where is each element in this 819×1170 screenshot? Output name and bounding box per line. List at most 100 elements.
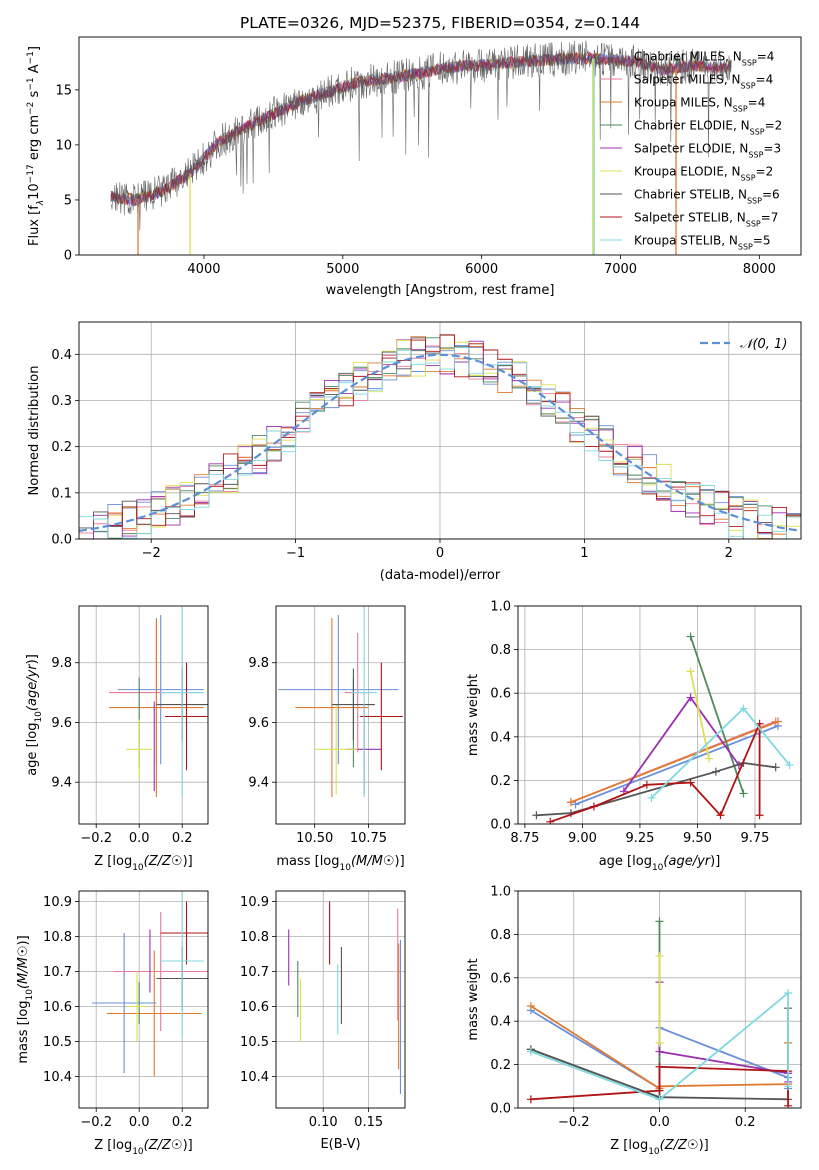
tick-label-x: −0.2	[80, 1115, 112, 1130]
tick-label-y: 0.4	[51, 348, 72, 363]
tick-label-x: 0.0	[129, 1115, 150, 1130]
legend-label: Salpeter STELIB, NSSP=7	[634, 211, 778, 229]
weight-series	[571, 721, 782, 809]
tick-label-y: 9.8	[248, 656, 269, 671]
tick-label-y: 0.3	[51, 394, 72, 409]
weight-line	[689, 636, 745, 794]
tick-label-y: 9.4	[51, 776, 72, 791]
weight-marker	[655, 952, 664, 961]
data-point	[359, 662, 403, 771]
legend-label: Kroupa STELIB, NSSP=5	[634, 234, 771, 252]
legend: Chabrier MILES, NSSP=4 Salpeter MILES, NS…	[600, 50, 782, 252]
tick-label-x: 0.2	[172, 831, 193, 846]
axis-label-y: mass weight	[466, 674, 481, 756]
axis-label-y: Flux [fλ10−17 erg cm−2 s−1 A−1]	[26, 46, 46, 246]
axis-label-x: wavelength [Angstrom, rest frame]	[326, 283, 555, 298]
axes-frame	[78, 36, 802, 256]
tick-label-x: 10.75	[350, 831, 387, 846]
data-point	[160, 901, 208, 965]
tick-label-x: 1	[580, 546, 588, 561]
weight-marker	[526, 1095, 535, 1104]
legend: 𝒩(0, 1)	[700, 337, 787, 352]
weight-marker	[773, 717, 782, 726]
tick-label-y: 10.5	[240, 1035, 269, 1050]
panel-z_age: −0.2 0.0 0.2 9.4 9.6 9.8 Z [log10(Z/Z☉)] age [l…	[25, 605, 209, 873]
weight-marker	[642, 780, 651, 789]
weight-marker	[771, 763, 780, 772]
tick-label-y: 0	[64, 249, 72, 264]
data-point	[113, 912, 208, 1031]
weight-line	[530, 921, 661, 1099]
weight-marker	[655, 1095, 664, 1104]
axes-frame	[517, 605, 802, 825]
axis-label-y: mass weight	[466, 958, 481, 1040]
tick-label-y: 10	[55, 138, 72, 153]
weight-line	[623, 696, 740, 792]
plot-area	[288, 901, 402, 1094]
tick-label-y: 1.0	[490, 885, 511, 900]
axis-label-x: E(B-V)	[320, 1137, 360, 1152]
plot-area	[109, 606, 208, 798]
histogram-series	[79, 339, 801, 539]
panel-age_weight: 8.75 9.00 9.25 9.50 9.75 0.0 0.2 0.4 0.6 0.8 1.0 ag…	[466, 600, 802, 873]
data-point	[278, 614, 399, 765]
weight-series	[526, 988, 793, 1104]
plot-area	[79, 334, 801, 539]
data-point	[160, 606, 204, 798]
tick-label-x: 8.75	[510, 831, 539, 846]
weight-marker	[711, 767, 720, 776]
weight-marker	[739, 704, 748, 713]
weight-marker	[655, 1047, 664, 1056]
data-point	[117, 614, 204, 765]
gaussian-curve	[79, 353, 801, 532]
tick-label-x: 0.2	[172, 1115, 193, 1130]
legend-label: Chabrier ELODIE, NSSP=2	[634, 119, 782, 137]
weight-marker	[704, 754, 713, 763]
weight-series	[546, 719, 764, 824]
plot-area	[278, 606, 403, 798]
data-point	[295, 617, 369, 798]
tick-label-x: 2	[725, 546, 733, 561]
tick-label-x: −0.2	[80, 831, 112, 846]
tick-label-y: 0.4	[490, 730, 511, 745]
weight-marker	[739, 789, 748, 798]
tick-label-x: 0.2	[735, 1115, 756, 1130]
tick-label-y: 10.7	[43, 965, 72, 980]
data-point	[165, 662, 208, 771]
tick-label-y: 9.6	[248, 716, 269, 731]
axis-label-x: age [log10(age/yr)]	[599, 854, 721, 873]
plot-area	[110, 40, 732, 255]
tick-label-x: 10.50	[296, 831, 333, 846]
weight-series	[686, 632, 748, 798]
tick-label-x: 0	[436, 546, 444, 561]
tick-label-y: 1.0	[490, 600, 511, 615]
tick-label-x: 6000	[465, 262, 498, 277]
tick-label-x: −1	[286, 546, 305, 561]
axes-frame	[275, 605, 406, 825]
data-point	[126, 719, 153, 780]
data-point	[109, 617, 204, 798]
legend-label: Chabrier MILES, NSSP=4	[634, 50, 774, 68]
weight-marker	[532, 811, 541, 820]
tick-label-y: 10.9	[240, 895, 269, 910]
axis-label-y: age [log10(age/yr)]	[25, 654, 44, 776]
weight-marker	[686, 778, 695, 787]
data-point	[126, 971, 148, 1042]
tick-label-y: 10.5	[43, 1035, 72, 1050]
tick-label-y: 10.9	[43, 895, 72, 910]
panel-ebv_mass: 0.10 0.15 10.4 10.5 10.6 10.7 10.8 10.9 E(B-V)	[240, 890, 406, 1152]
tick-label-x: 0.0	[649, 1115, 670, 1130]
tick-label-y: 9.8	[51, 656, 72, 671]
tick-label-x: 8000	[743, 262, 776, 277]
weight-marker	[526, 1047, 535, 1056]
weight-marker	[647, 793, 656, 802]
axis-label-x: (data-model)/error	[380, 568, 501, 583]
weight-line	[575, 725, 779, 806]
tick-label-x: 7000	[604, 262, 637, 277]
tick-label-y: 0.8	[490, 928, 511, 943]
weight-marker	[655, 917, 664, 926]
data-point	[106, 950, 202, 1077]
weight-marker	[686, 693, 695, 702]
tick-label-y: 15	[55, 83, 72, 98]
